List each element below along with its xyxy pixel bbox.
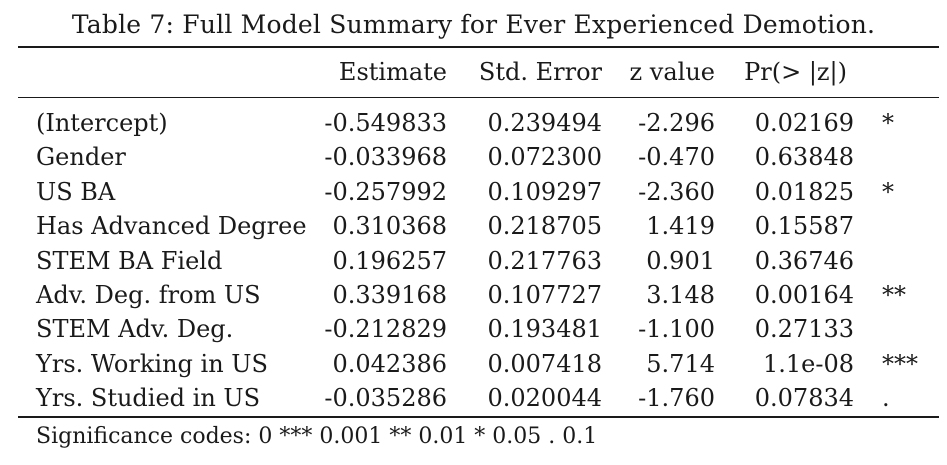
cell-significance: * [882, 109, 894, 137]
table-row: STEM Adv. Deg. -0.212829 0.193481 -1.100 0.2… [0, 312, 947, 346]
cell-z-value: -1.100 [638, 315, 715, 344]
cell-estimate: -0.257992 [324, 177, 447, 206]
cell-p-value: 0.27133 [754, 315, 854, 344]
cell-estimate: 0.339168 [332, 281, 447, 309]
cell-p-value: 0.15587 [754, 212, 854, 241]
cell-p-value: 1.1e-08 [762, 349, 854, 378]
row-label: STEM BA Field [36, 246, 223, 275]
header-std-error: Std. Error [478, 58, 602, 86]
cell-std-error: 0.020044 [487, 384, 602, 413]
cell-z-value: -2.360 [638, 177, 715, 206]
cell-std-error: 0.109297 [487, 177, 602, 206]
row-label: Yrs. Studied in US [36, 384, 261, 413]
row-label: (Intercept) [36, 109, 168, 137]
row-label: US BA [36, 177, 116, 206]
cell-p-value: 0.36746 [754, 246, 854, 275]
header-p-value: Pr(> |z|) [744, 58, 847, 86]
row-label: STEM Adv. Deg. [36, 315, 234, 344]
table-row: STEM BA Field 0.196257 0.217763 0.901 0.3674… [0, 244, 947, 278]
cell-significance: ** [882, 281, 906, 309]
cell-p-value: 0.01825 [754, 177, 854, 206]
cell-z-value: -0.470 [638, 143, 715, 172]
table-row: Gender -0.033968 0.072300 -0.470 0.63848 [0, 140, 947, 174]
table-row: Has Advanced Degree 0.310368 0.218705 1.419… [0, 209, 947, 243]
cell-estimate: -0.212829 [324, 315, 447, 344]
cell-z-value: -2.296 [638, 109, 715, 137]
cell-p-value: 0.00164 [754, 281, 854, 309]
cell-z-value: -1.760 [638, 384, 715, 413]
row-label: Gender [36, 143, 126, 172]
cell-estimate: -0.549833 [324, 109, 447, 137]
cell-std-error: 0.218705 [487, 212, 602, 241]
cell-estimate: 0.310368 [332, 212, 447, 241]
cell-significance: . [882, 384, 890, 413]
cell-z-value: 5.714 [646, 349, 715, 378]
cell-estimate: 0.196257 [332, 246, 447, 275]
header-z-value: z value [629, 58, 715, 86]
table-caption: Table 7: Full Model Summary for Ever Exp… [71, 10, 876, 39]
table-row: Yrs. Studied in US -0.035286 0.020044 -1.76… [0, 381, 947, 415]
table-header: Estimate Std. Error z value Pr(> |z|) [0, 55, 947, 89]
cell-std-error: 0.239494 [487, 109, 602, 137]
cell-p-value: 0.63848 [754, 143, 854, 172]
cell-estimate: -0.035286 [324, 384, 447, 413]
cell-estimate: -0.033968 [324, 143, 447, 172]
cell-significance: *** [882, 349, 918, 378]
table-row: Adv. Deg. from US 0.339168 0.107727 3.148 0.… [0, 278, 947, 312]
row-label: Adv. Deg. from US [36, 281, 261, 309]
row-label: Yrs. Working in US [36, 349, 268, 378]
top-rule [18, 46, 939, 48]
cell-z-value: 0.901 [646, 246, 715, 275]
table-row: US BA -0.257992 0.109297 -2.360 0.01825 * [0, 175, 947, 209]
header-rule [18, 97, 939, 98]
cell-std-error: 0.072300 [487, 143, 602, 172]
cell-estimate: 0.042386 [332, 349, 447, 378]
cell-z-value: 3.148 [646, 281, 715, 309]
table-row: (Intercept) -0.549833 0.239494 -2.296 0.0216… [0, 106, 947, 140]
bottom-rule [18, 416, 939, 418]
header-estimate: Estimate [338, 58, 447, 86]
cell-std-error: 0.217763 [487, 246, 602, 275]
table-row: Yrs. Working in US 0.042386 0.007418 5.714 1… [0, 347, 947, 381]
cell-p-value: 0.02169 [754, 109, 854, 137]
cell-p-value: 0.07834 [754, 384, 854, 413]
row-label: Has Advanced Degree [36, 212, 307, 241]
cell-significance: * [882, 177, 894, 206]
cell-std-error: 0.107727 [487, 281, 602, 309]
cell-z-value: 1.419 [646, 212, 715, 241]
cell-std-error: 0.193481 [487, 315, 602, 344]
cell-std-error: 0.007418 [487, 349, 602, 378]
significance-codes-footnote: Significance codes: 0 *** 0.001 ** 0.01 … [36, 424, 598, 449]
